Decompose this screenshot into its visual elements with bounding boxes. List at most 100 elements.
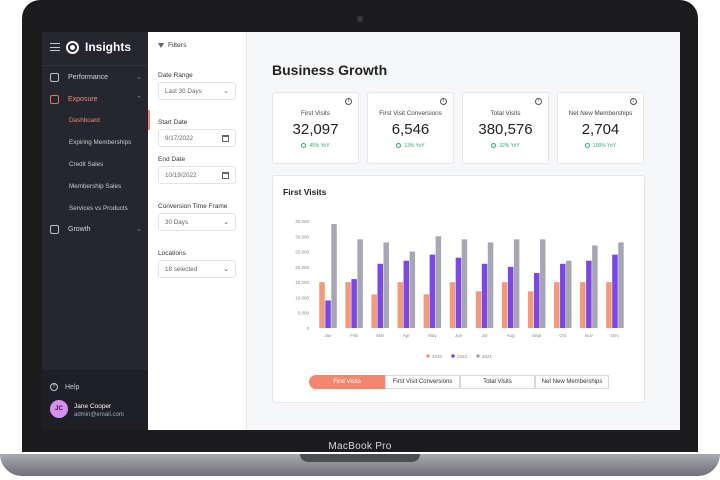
- kpi-delta-text: 100% YoY: [592, 143, 617, 149]
- kpi-title: Total Visits: [490, 110, 521, 117]
- app-name: Insights: [85, 40, 132, 54]
- bar-2022-aug: [507, 266, 514, 328]
- trend-up-icon: [491, 143, 497, 148]
- sidebar-item-growth[interactable]: Growth ⌄: [50, 221, 142, 237]
- y-tick-label: 15,000: [295, 280, 309, 285]
- bar-2020-mar: [371, 294, 377, 328]
- y-tick-label: 35,000: [295, 219, 309, 224]
- sidebar-subitem-membership-sales[interactable]: Membership Sales: [69, 183, 122, 190]
- bar-2020-sept: [527, 291, 534, 328]
- bar-2022-oct: [560, 263, 566, 328]
- bezel-bottom: [22, 430, 698, 452]
- laptop-notch: [300, 454, 420, 462]
- tab-first-visits[interactable]: First Visits: [309, 375, 385, 389]
- kpi-card-total-visits: i Total Visits 380,576 32% YoY: [462, 92, 549, 164]
- user-name: Jane Cooper: [74, 403, 112, 410]
- calendar-icon[interactable]: [222, 134, 229, 142]
- device-brand: MacBook Pro: [328, 441, 392, 452]
- kpi-delta-text: 32% YoY: [499, 143, 520, 149]
- start-date-field[interactable]: 9/17/2022: [158, 129, 236, 147]
- sidebar-item-label: Exposure: [68, 95, 98, 103]
- filters-header: Filters: [158, 42, 187, 49]
- legend-swatch-2021: [476, 354, 480, 358]
- bar-2020-jan: [319, 282, 325, 328]
- tab-net-new-memberships[interactable]: Net New Memberships: [535, 375, 609, 389]
- bar-2021-sept: [539, 239, 546, 328]
- conversion-value: 30 Days: [165, 218, 189, 226]
- sidebar-subitem-services-vs-products[interactable]: Services vs Products: [69, 205, 128, 212]
- bar-2022-sept: [533, 272, 540, 328]
- logo-row: Insights: [50, 40, 131, 54]
- bar-2020-feb: [345, 282, 351, 328]
- trend-up-icon: [301, 143, 307, 148]
- sidebar-item-label: Performance: [68, 73, 109, 81]
- bar-2021-mar: [383, 242, 389, 328]
- conversion-select[interactable]: 30 Days ⌄: [158, 213, 236, 231]
- bar-2020-apr: [397, 282, 404, 328]
- chevron-down-icon: ⌄: [223, 88, 229, 95]
- kpi-value: 32,097: [292, 121, 339, 138]
- kpi-delta: 32% YoY: [463, 143, 548, 149]
- bar-2022-mar: [377, 263, 383, 328]
- y-tick-label: 30,000: [295, 234, 309, 239]
- user-email: admin@email.com: [74, 412, 124, 418]
- chart-card: First Visits 0 5,000 10,000 15,000 20,000 25,…: [272, 175, 645, 403]
- sidebar-item-label: Growth: [68, 225, 91, 233]
- avatar[interactable]: JC: [50, 400, 68, 418]
- end-date-field[interactable]: 10/19/2022: [158, 166, 236, 184]
- legend-label-2020: 2020: [432, 354, 443, 359]
- calendar-icon[interactable]: [222, 171, 229, 179]
- sidebar-item-performance[interactable]: Performance ⌄: [50, 69, 142, 85]
- sidebar-item-exposure[interactable]: Exposure ⌃: [50, 91, 142, 107]
- bar-2021-jan: [331, 224, 337, 328]
- x-tick-label: Mar: [376, 333, 384, 338]
- locations-select[interactable]: 18 selected ⌄: [158, 260, 236, 278]
- kpi-value: 380,576: [478, 121, 533, 138]
- main-content: Business Growth i First Visits 32,097 45…: [247, 32, 680, 430]
- x-tick-label: Oct: [559, 333, 567, 338]
- info-icon[interactable]: i: [630, 98, 637, 105]
- chevron-down-icon: ⌄: [136, 226, 142, 233]
- date-range-select[interactable]: Last 30 Days ⌄: [158, 82, 236, 100]
- conversion-label: Conversion Time Frame: [158, 203, 228, 210]
- bar-chart: 0 5,000 10,000 15,000 20,000 25,000 30,000 35,0…: [295, 219, 624, 359]
- info-icon[interactable]: i: [345, 98, 352, 105]
- bar-2021-oct: [566, 260, 572, 328]
- bar-2022-jul: [481, 263, 488, 328]
- sidebar-subitem-expiring-memberships[interactable]: Expiring Memberships: [69, 139, 132, 146]
- trend-up-icon: [396, 143, 402, 148]
- chevron-down-icon: ⌄: [136, 74, 142, 81]
- bar-2021-apr: [409, 251, 416, 328]
- sidebar-subitem-credit-sales[interactable]: Credit Sales: [69, 161, 104, 168]
- menu-icon[interactable]: [50, 43, 60, 51]
- y-tick-label: 25,000: [295, 250, 309, 255]
- tab-total-visits[interactable]: Total Visits: [460, 375, 535, 389]
- chevron-down-icon: ⌄: [223, 219, 229, 226]
- chart-line-icon: [50, 94, 59, 104]
- x-tick-label: May: [428, 333, 437, 338]
- info-icon[interactable]: i: [535, 98, 542, 105]
- bar-2020-jun: [449, 282, 456, 328]
- kpi-delta: 13% YoY: [368, 143, 453, 149]
- help-link[interactable]: ? Help: [50, 383, 79, 391]
- end-date-label: End Date: [158, 156, 186, 163]
- legend-swatch-2020: [426, 354, 430, 358]
- bar-2022-jun: [455, 257, 462, 328]
- bar-2020-jul: [475, 291, 482, 328]
- sidebar-divider: [42, 65, 148, 66]
- bar-2020-aug: [501, 282, 508, 328]
- sidebar-subitem-dashboard[interactable]: Dashboard: [69, 117, 100, 124]
- kpi-title: Net New Memberships: [568, 110, 633, 117]
- tab-first-visit-conversions[interactable]: First Visit Conversions: [385, 375, 460, 389]
- bar-2021-feb: [357, 239, 363, 328]
- legend-label-2021: 2021: [482, 354, 493, 359]
- kpi-title: First Visits: [301, 110, 330, 117]
- kpi-card-first-visits: i First Visits 32,097 45% YoY: [272, 92, 359, 164]
- filter-icon: [158, 43, 164, 48]
- focus-indicator: [148, 110, 150, 130]
- y-tick-label: 20,000: [295, 265, 309, 270]
- camera: [357, 16, 363, 22]
- sidebar: Insights Performance ⌄ Exposure ⌃ Dashbo…: [42, 32, 148, 430]
- info-icon[interactable]: i: [440, 98, 447, 105]
- bar-2020-dec: [606, 282, 612, 328]
